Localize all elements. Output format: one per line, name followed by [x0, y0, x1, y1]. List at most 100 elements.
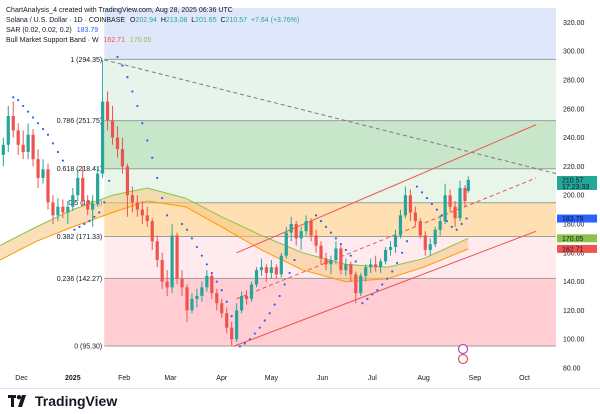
- ohlc-high: 213.08: [166, 17, 188, 24]
- legend: ChartAnalysis_4 created with TradingView…: [6, 7, 299, 44]
- candle-body: [140, 209, 144, 216]
- candle-body: [364, 267, 368, 276]
- tradingview-logo-icon: [8, 394, 30, 408]
- sar-dot: [78, 225, 81, 228]
- price-badge: [557, 175, 597, 190]
- candle-body: [388, 247, 393, 250]
- candle-body: [299, 231, 303, 239]
- sar-dot: [93, 215, 96, 218]
- sar-dot: [278, 294, 281, 298]
- price-tick-label: 320.00: [563, 20, 585, 27]
- sar-dot: [401, 251, 404, 254]
- price-chart[interactable]: 1 (294.35) 0.786 (251.75) 0.618 (218.41) 0.…: [0, 0, 600, 388]
- price-badge-countdown: 17:23:33: [562, 184, 589, 191]
- sar-dot: [440, 214, 443, 217]
- sar-dot: [293, 258, 296, 262]
- candle-body: [130, 195, 134, 203]
- candle-body: [170, 235, 174, 288]
- candle-body: [423, 235, 427, 250]
- candle-body: [76, 177, 80, 196]
- bmsb-legend: Bull Market Support Band · W 162.71 170.…: [6, 37, 151, 44]
- candle-body: [46, 169, 50, 203]
- price-tick-label: 200.00: [563, 193, 585, 200]
- fib-level-label: 0.382 (171.33): [57, 234, 103, 241]
- price-badge: [557, 234, 597, 243]
- time-axis[interactable]: Dec 2025 Feb Mar Apr May Jun Jul Aug Sep Oct: [15, 375, 530, 382]
- candle-body: [81, 177, 85, 201]
- candle-body: [249, 284, 254, 299]
- sar-dot: [386, 277, 389, 280]
- sar-dot: [258, 326, 261, 329]
- trendline-descending-dashed: [104, 59, 557, 175]
- candle-body: [383, 249, 388, 262]
- sar-dot: [273, 303, 276, 306]
- time-tick-label: Mar: [164, 375, 177, 382]
- sar-dot: [141, 122, 144, 125]
- sar-dot: [12, 96, 15, 99]
- candle-body: [6, 116, 10, 145]
- sar-dot: [420, 191, 424, 194]
- price-axis[interactable]: 320.00 300.00 280.00 260.00 240.00 220.00 200.…: [563, 20, 585, 373]
- price-badge: [557, 244, 597, 253]
- candle-body: [359, 275, 363, 294]
- candle-body: [239, 296, 244, 311]
- candle-body: [110, 120, 115, 138]
- sar-dot: [268, 312, 271, 315]
- sar-dot: [185, 228, 189, 231]
- sar-dot: [324, 225, 328, 228]
- candle-body: [339, 248, 343, 271]
- candle-body: [235, 310, 239, 340]
- event-marker-icon[interactable]: [457, 343, 469, 355]
- sar-dot: [415, 185, 419, 188]
- sar-dot: [455, 228, 458, 231]
- sar-legend-label: SAR (0.02, 0.02, 0.2): [6, 27, 72, 34]
- event-markers[interactable]: [457, 343, 469, 365]
- sar-dot: [243, 342, 247, 345]
- sar-dot: [131, 90, 134, 93]
- candle-body: [413, 212, 417, 222]
- sar-dot: [56, 150, 60, 154]
- price-tick-label: 120.00: [563, 308, 585, 315]
- candle-body: [220, 303, 224, 314]
- time-tick-label: Aug: [417, 375, 430, 382]
- sar-dot: [391, 270, 394, 273]
- candle-body: [66, 206, 70, 213]
- candle-body: [274, 267, 278, 275]
- sar-dot: [361, 302, 364, 305]
- candle-body: [115, 137, 120, 150]
- sar-dot: [161, 196, 164, 200]
- candle-body: [205, 275, 209, 288]
- price-tick-label: 140.00: [563, 279, 585, 286]
- fibonacci-retracement[interactable]: [104, 8, 556, 347]
- candle-body: [269, 267, 273, 273]
- event-marker-icon[interactable]: [457, 353, 469, 365]
- fib-level-label: 0 (95.30): [74, 343, 102, 350]
- candle-body: [11, 116, 15, 131]
- sar-dot: [36, 122, 40, 125]
- sar-dot: [425, 196, 429, 200]
- tradingview-logo[interactable]: TradingView: [8, 393, 117, 409]
- sar-dot: [263, 319, 266, 322]
- bmsb-legend-value-1: 162.71: [104, 37, 126, 44]
- sar-dot: [190, 237, 194, 240]
- sar-dot: [253, 332, 256, 335]
- sar-dot: [288, 271, 291, 275]
- sar-dot: [146, 139, 149, 142]
- sar-dot: [41, 127, 45, 131]
- candle-body: [135, 202, 139, 210]
- candle-body: [16, 130, 20, 145]
- candle-body: [71, 195, 75, 207]
- trendline-channel-lower: [233, 230, 537, 347]
- price-tick-label: 280.00: [563, 78, 585, 85]
- candle-body: [329, 260, 333, 265]
- time-tick-label: 2025: [65, 375, 81, 382]
- sar-dot: [465, 217, 468, 220]
- candle-body: [304, 221, 308, 232]
- candle-body: [145, 215, 149, 222]
- sar-dot: [225, 300, 228, 303]
- candle-body: [56, 206, 60, 216]
- fib-level-label: 0.236 (142.27): [57, 276, 103, 283]
- sar-dot: [210, 271, 213, 275]
- candle-body: [195, 296, 199, 299]
- sar-dot: [371, 293, 374, 296]
